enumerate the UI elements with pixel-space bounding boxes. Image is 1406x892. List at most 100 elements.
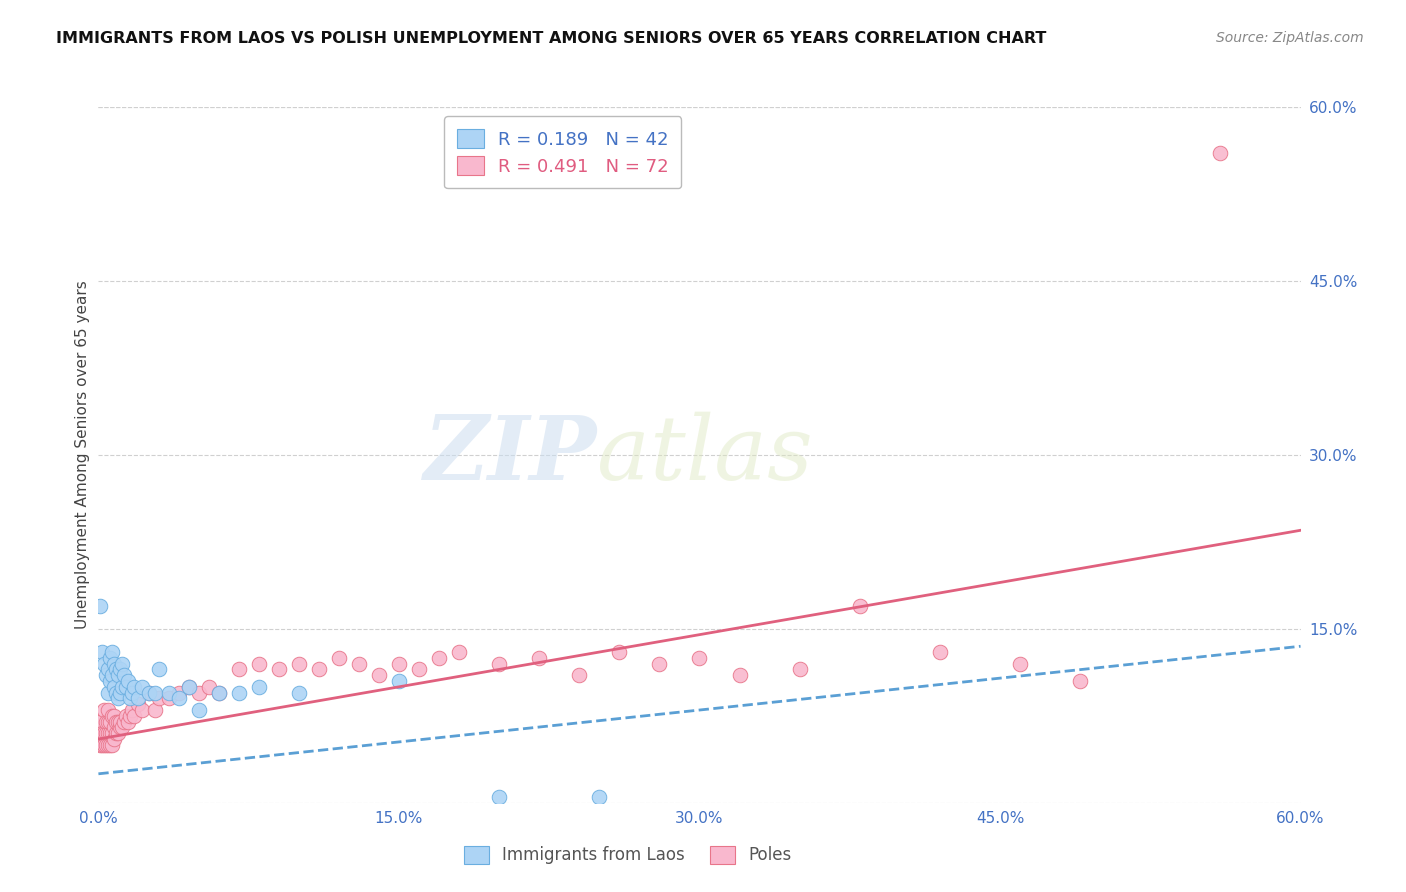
Point	[408, 662, 430, 676]
Point	[93, 738, 115, 752]
Point	[138, 685, 160, 699]
Point	[101, 645, 124, 659]
Point	[328, 651, 350, 665]
Point	[105, 685, 128, 699]
Point	[588, 790, 610, 805]
Point	[111, 657, 134, 671]
Point	[107, 691, 129, 706]
Point	[177, 680, 200, 694]
Point	[131, 680, 153, 694]
Point	[110, 721, 132, 735]
Point	[103, 721, 125, 735]
Point	[97, 685, 120, 699]
Point	[138, 685, 160, 699]
Point	[97, 726, 120, 740]
Point	[111, 680, 134, 694]
Point	[388, 657, 411, 671]
Point	[568, 668, 591, 682]
Point	[187, 685, 209, 699]
Point	[124, 708, 146, 723]
Point	[93, 703, 115, 717]
Point	[177, 680, 200, 694]
Point	[103, 657, 125, 671]
Point	[111, 721, 134, 735]
Point	[157, 685, 180, 699]
Legend: Immigrants from Laos, Poles: Immigrants from Laos, Poles	[457, 839, 797, 871]
Point	[267, 662, 290, 676]
Point	[143, 703, 166, 717]
Point	[100, 738, 122, 752]
Point	[101, 726, 124, 740]
Point	[107, 668, 129, 682]
Point	[97, 703, 120, 717]
Point	[247, 680, 270, 694]
Point	[121, 703, 143, 717]
Point	[648, 657, 671, 671]
Point	[100, 651, 122, 665]
Point	[609, 645, 631, 659]
Point	[347, 657, 370, 671]
Point	[110, 662, 132, 676]
Point	[105, 726, 128, 740]
Point	[91, 726, 114, 740]
Point	[1069, 674, 1091, 689]
Point	[247, 657, 270, 671]
Point	[97, 662, 120, 676]
Point	[97, 714, 120, 729]
Point	[103, 708, 125, 723]
Point	[388, 674, 411, 689]
Point	[689, 651, 711, 665]
Point	[1209, 146, 1232, 161]
Point	[128, 698, 150, 712]
Point	[929, 645, 952, 659]
Point	[120, 691, 142, 706]
Point	[488, 790, 510, 805]
Point	[110, 685, 132, 699]
Text: ZIP: ZIP	[425, 412, 598, 498]
Point	[128, 691, 150, 706]
Point	[103, 680, 125, 694]
Point	[114, 714, 136, 729]
Point	[103, 731, 125, 746]
Point	[488, 657, 510, 671]
Point	[96, 738, 118, 752]
Point	[117, 714, 139, 729]
Point	[89, 599, 111, 613]
Point	[529, 651, 551, 665]
Point	[228, 662, 250, 676]
Point	[447, 645, 470, 659]
Point	[167, 691, 190, 706]
Point	[107, 714, 129, 729]
Point	[849, 599, 872, 613]
Point	[208, 685, 231, 699]
Point	[89, 738, 111, 752]
Point	[157, 691, 180, 706]
Point	[105, 662, 128, 676]
Point	[167, 685, 190, 699]
Point	[96, 668, 118, 682]
Point	[93, 726, 115, 740]
Point	[101, 738, 124, 752]
Point	[96, 726, 118, 740]
Point	[100, 726, 122, 740]
Point	[131, 703, 153, 717]
Point	[100, 674, 122, 689]
Point	[100, 714, 122, 729]
Text: Source: ZipAtlas.com: Source: ZipAtlas.com	[1216, 31, 1364, 45]
Point	[97, 738, 120, 752]
Point	[789, 662, 811, 676]
Point	[91, 645, 114, 659]
Point	[114, 668, 136, 682]
Point	[120, 708, 142, 723]
Point	[89, 714, 111, 729]
Point	[93, 657, 115, 671]
Point	[288, 685, 311, 699]
Point	[143, 685, 166, 699]
Text: IMMIGRANTS FROM LAOS VS POLISH UNEMPLOYMENT AMONG SENIORS OVER 65 YEARS CORRELAT: IMMIGRANTS FROM LAOS VS POLISH UNEMPLOYM…	[56, 31, 1046, 46]
Point	[101, 668, 124, 682]
Point	[208, 685, 231, 699]
Point	[187, 703, 209, 717]
Point	[101, 708, 124, 723]
Point	[115, 708, 138, 723]
Point	[91, 738, 114, 752]
